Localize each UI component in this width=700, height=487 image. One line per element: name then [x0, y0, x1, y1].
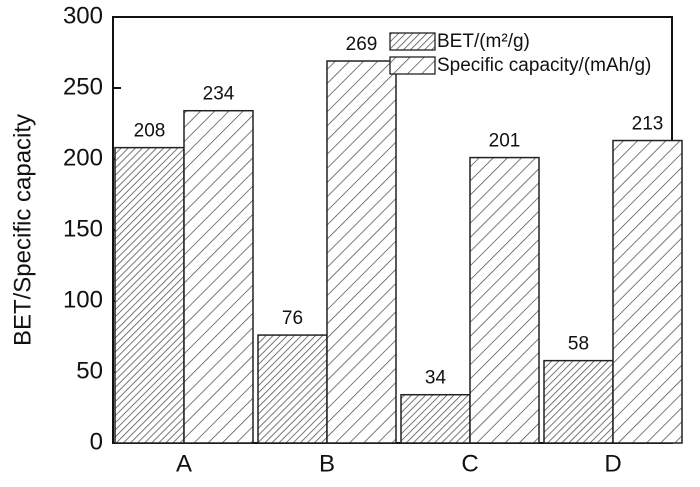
bar — [612, 139, 683, 444]
value-label: 213 — [632, 114, 664, 135]
y-tick-label: 250 — [63, 73, 103, 100]
legend-label: BET/(m²/g) — [437, 31, 530, 52]
value-label: 234 — [203, 84, 235, 105]
y-tick-label: 150 — [63, 215, 103, 242]
y-axis-label: BET/Specific capacity — [9, 114, 36, 346]
bar — [114, 146, 185, 444]
value-label: 208 — [134, 121, 166, 142]
y-tick-label: 0 — [90, 428, 103, 455]
y-tick-label: 200 — [63, 144, 103, 171]
bar — [469, 156, 540, 444]
value-label: 201 — [489, 131, 521, 152]
value-label: 269 — [346, 34, 378, 55]
x-tick-label: B — [319, 450, 335, 477]
x-tick-label: D — [604, 450, 621, 477]
x-tick-label: A — [176, 450, 192, 477]
bar — [183, 109, 254, 444]
legend-swatch — [389, 32, 436, 51]
legend-label: Specific capacity/(mAh/g) — [437, 55, 651, 76]
legend-swatch — [389, 56, 436, 75]
value-label: 76 — [282, 308, 303, 329]
bar — [400, 393, 471, 444]
value-label: 58 — [568, 334, 589, 355]
y-tick-label: 50 — [76, 357, 103, 384]
x-tick-label: C — [461, 450, 478, 477]
value-label: 34 — [425, 368, 447, 389]
bar — [257, 334, 328, 444]
bar — [326, 60, 397, 444]
y-tick-label: 100 — [63, 286, 103, 313]
bar — [543, 359, 614, 444]
y-tick-label: 300 — [63, 2, 103, 29]
